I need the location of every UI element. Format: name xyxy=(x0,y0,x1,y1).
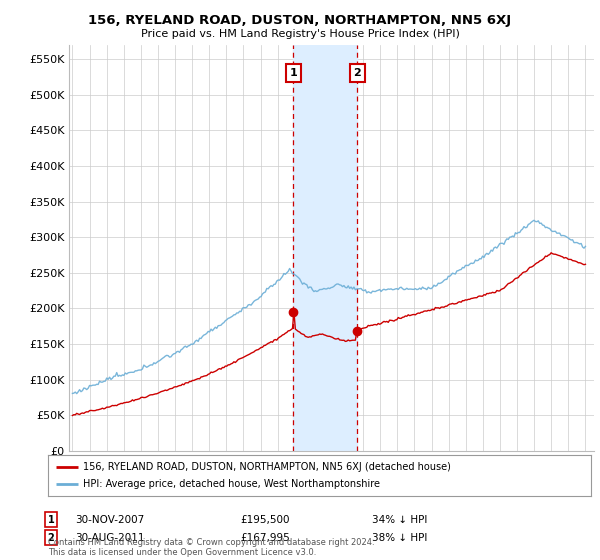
Text: 2: 2 xyxy=(353,68,361,78)
Bar xyxy=(293,45,358,451)
Text: 30-AUG-2011: 30-AUG-2011 xyxy=(75,533,145,543)
Text: 1: 1 xyxy=(289,68,297,78)
Text: 1: 1 xyxy=(47,515,55,525)
Text: HPI: Average price, detached house, West Northamptonshire: HPI: Average price, detached house, West… xyxy=(83,479,380,489)
Text: 156, RYELAND ROAD, DUSTON, NORTHAMPTON, NN5 6XJ: 156, RYELAND ROAD, DUSTON, NORTHAMPTON, … xyxy=(88,14,512,27)
Text: 156, RYELAND ROAD, DUSTON, NORTHAMPTON, NN5 6XJ (detached house): 156, RYELAND ROAD, DUSTON, NORTHAMPTON, … xyxy=(83,461,451,472)
Text: Price paid vs. HM Land Registry's House Price Index (HPI): Price paid vs. HM Land Registry's House … xyxy=(140,29,460,39)
Text: £195,500: £195,500 xyxy=(240,515,290,525)
Text: £167,995: £167,995 xyxy=(240,533,290,543)
Text: 30-NOV-2007: 30-NOV-2007 xyxy=(75,515,144,525)
Text: 34% ↓ HPI: 34% ↓ HPI xyxy=(372,515,427,525)
Text: Contains HM Land Registry data © Crown copyright and database right 2024.
This d: Contains HM Land Registry data © Crown c… xyxy=(48,538,374,557)
Text: 38% ↓ HPI: 38% ↓ HPI xyxy=(372,533,427,543)
Text: 2: 2 xyxy=(47,533,55,543)
